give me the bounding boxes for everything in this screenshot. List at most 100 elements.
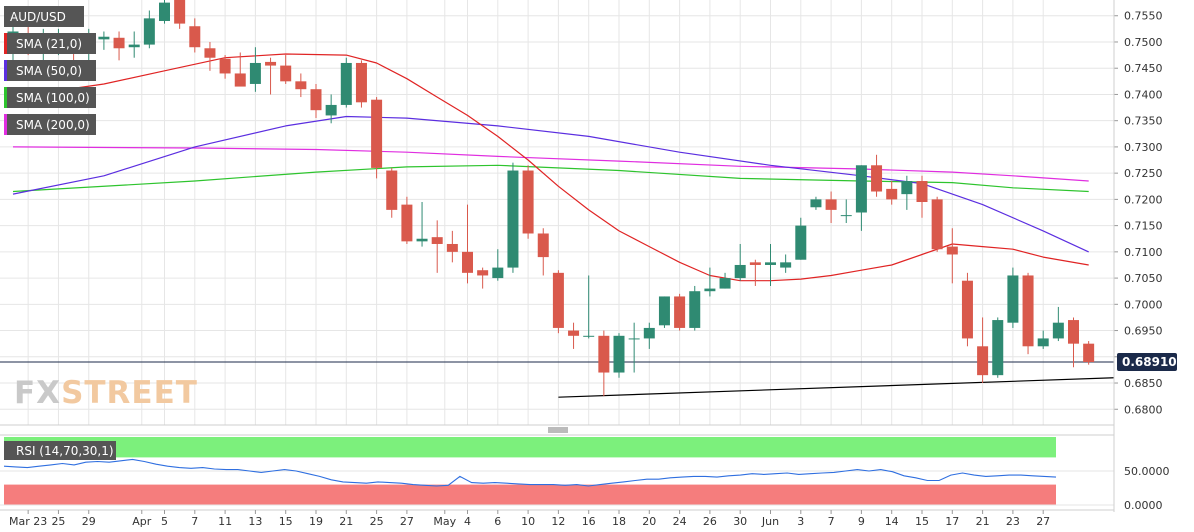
- price-tick-label: 0.6850: [1124, 377, 1163, 390]
- indicator-legend: AUD/USD SMA (21,0) SMA (50,0) SMA (100,0) S…: [4, 6, 96, 135]
- candle-body: [825, 199, 837, 210]
- candle: [355, 60, 367, 108]
- candle-body: [992, 320, 1004, 376]
- candle: [234, 52, 246, 87]
- price-tick-label: 0.7000: [1124, 298, 1163, 311]
- candle: [507, 162, 519, 273]
- candle: [1007, 267, 1019, 328]
- candle-body: [780, 262, 792, 268]
- legend-color-swatch: [4, 33, 7, 54]
- candle-body: [931, 199, 943, 250]
- date-tick-label: 5: [161, 515, 168, 528]
- candle-body: [507, 170, 519, 268]
- rsi-legend[interactable]: RSI (14,70,30,1): [4, 441, 116, 460]
- legend-item-sma50[interactable]: SMA (50,0): [4, 60, 96, 81]
- candle-body: [174, 0, 186, 24]
- candle-body: [598, 335, 610, 373]
- rsi-legend-bg: [4, 441, 116, 460]
- candle-body: [583, 335, 595, 337]
- date-tick-label: 7: [191, 515, 198, 528]
- candle: [143, 10, 155, 49]
- candle: [901, 175, 913, 210]
- legend-item-bg: [4, 33, 96, 54]
- candle: [886, 181, 898, 205]
- candle: [1052, 306, 1064, 342]
- candle: [477, 267, 489, 289]
- candle-body: [143, 18, 155, 45]
- candle-body: [765, 262, 776, 265]
- candle: [219, 55, 231, 79]
- candle-body: [704, 288, 716, 292]
- candle-body: [446, 243, 458, 252]
- candle: [371, 97, 383, 179]
- sma200-line: [12, 146, 1089, 182]
- candle: [401, 196, 413, 244]
- price-tick-label: 0.7300: [1124, 141, 1163, 154]
- price-tick-label: 0.7350: [1124, 115, 1163, 128]
- price-grid: [0, 0, 1114, 425]
- legend-item-sma100[interactable]: SMA (100,0): [4, 87, 96, 108]
- candle-body: [280, 65, 292, 82]
- candle: [431, 220, 443, 273]
- date-tick-label: 27: [1036, 515, 1050, 528]
- candle-body: [886, 188, 898, 200]
- candle: [931, 196, 943, 252]
- date-tick-label: 23: [1006, 515, 1020, 528]
- candle: [810, 196, 822, 210]
- candle-body: [568, 330, 580, 336]
- date-tick-label: 25: [370, 515, 384, 528]
- candle: [265, 57, 277, 95]
- candle-body: [249, 62, 261, 84]
- candle: [658, 296, 670, 328]
- candle-body: [401, 204, 413, 242]
- fxstreet-watermark: FXSTREET: [14, 375, 198, 411]
- legend-color-swatch: [4, 60, 7, 81]
- symbol-legend[interactable]: AUD/USD: [4, 6, 84, 27]
- candle: [765, 243, 776, 286]
- candle: [295, 73, 307, 98]
- date-tick-label: 7: [828, 515, 835, 528]
- date-tick-label: 9: [858, 515, 865, 528]
- candle-body: [325, 104, 337, 116]
- candle: [174, 0, 186, 29]
- watermark-fx: FX: [14, 375, 61, 411]
- candle: [598, 330, 610, 397]
- pane-separator[interactable]: [0, 424, 1114, 436]
- candle-body: [371, 99, 383, 168]
- support-trendline: [558, 377, 1115, 398]
- legend-item-sma200[interactable]: SMA (200,0): [4, 114, 96, 135]
- rsi-line: [3, 458, 1057, 487]
- price-tick-label: 0.6800: [1124, 403, 1163, 416]
- date-tick-label: 10: [521, 515, 535, 528]
- candle: [522, 165, 534, 239]
- legend-item-label: SMA (100,0): [16, 91, 90, 105]
- candle-body: [113, 37, 125, 49]
- date-tick-label: 15: [915, 515, 929, 528]
- sma21-line: [12, 53, 1089, 282]
- candle-body: [310, 89, 322, 111]
- date-tick-label: Apr: [132, 515, 152, 528]
- rsi-tick-label: 0.0000: [1124, 499, 1163, 512]
- sma100-line: [12, 164, 1089, 193]
- candlesticks: [7, 0, 1095, 397]
- candle-body: [234, 73, 246, 87]
- date-tick-label: 12: [551, 515, 565, 528]
- date-tick-label: Mar 23: [9, 515, 47, 528]
- candle: [628, 322, 640, 373]
- date-tick-label: 3: [797, 515, 804, 528]
- candle-body: [613, 335, 625, 373]
- legend-color-swatch: [4, 114, 7, 135]
- candle: [280, 55, 292, 84]
- watermark-street: STREET: [61, 375, 198, 411]
- legend-item-sma21[interactable]: SMA (21,0): [4, 33, 96, 54]
- pane-resize-handle-icon[interactable]: [548, 427, 568, 433]
- candle-body: [265, 61, 277, 66]
- date-tick-label: 16: [582, 515, 596, 528]
- symbol-legend-bg: [4, 6, 84, 27]
- candle-body: [658, 296, 670, 326]
- date-tick-label: 21: [976, 515, 990, 528]
- candle-body: [431, 237, 443, 244]
- date-tick-label: Jun: [761, 515, 779, 528]
- date-tick-label: 17: [945, 515, 959, 528]
